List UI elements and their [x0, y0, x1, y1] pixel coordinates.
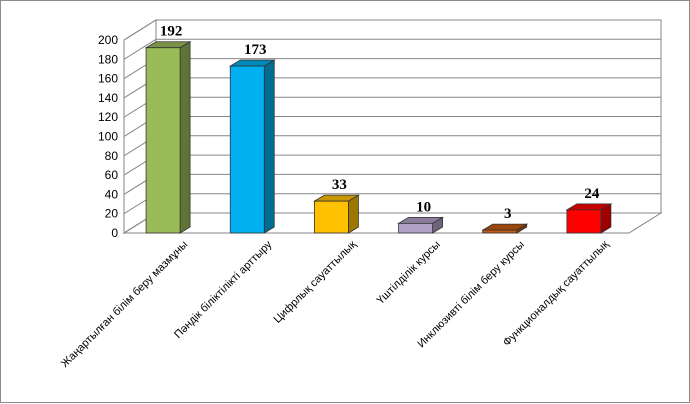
data-labels: 192 173 33 10 3 24 [160, 24, 600, 222]
bar [228, 59, 276, 234]
bar [397, 216, 445, 234]
data-label: 10 [416, 199, 431, 215]
data-label: 3 [504, 206, 512, 222]
y-tick-label: 160 [98, 72, 118, 86]
data-label: 24 [584, 186, 600, 202]
bar [565, 203, 613, 234]
bar-side [348, 194, 359, 234]
chart-walls [122, 19, 663, 234]
y-tick-label: 60 [105, 168, 119, 182]
bar-side [263, 59, 275, 234]
category-label: Цифрлық сауаттылық [272, 239, 359, 326]
y-tick-label: 100 [98, 130, 118, 144]
bar-front [482, 229, 518, 234]
data-label: 192 [160, 24, 183, 40]
y-tick-label: 20 [105, 207, 119, 221]
y-tick-label: 40 [105, 187, 119, 201]
gridline [123, 19, 661, 41]
data-label: 173 [244, 42, 267, 58]
bar-front [314, 200, 349, 234]
bar [312, 194, 360, 234]
y-tick-label: 200 [98, 33, 118, 47]
data-label: 33 [332, 177, 347, 193]
category-label: Жаңартылған білім беру мазмұны [59, 239, 190, 370]
bars [144, 41, 613, 234]
y-tick-label: 140 [98, 91, 118, 105]
category-label: Үштілділік курсы [375, 239, 443, 307]
bar [481, 223, 529, 234]
y-tick-label: 120 [98, 110, 118, 124]
bar-side [179, 41, 191, 234]
y-tick-label: 80 [105, 149, 119, 163]
bar-front [145, 47, 181, 234]
y-tick-label: 0 [111, 226, 118, 240]
category-label: Пәндік біліктілікті арттыру [172, 238, 275, 341]
y-axis-ticks: 0 20 40 60 80 100 120 140 160 180 200 [98, 33, 118, 240]
gridline [123, 38, 661, 60]
bar-front [229, 65, 265, 234]
bar [144, 41, 192, 234]
bar-front [566, 209, 602, 234]
y-tick-label: 180 [98, 52, 118, 66]
bar-front [398, 222, 433, 234]
